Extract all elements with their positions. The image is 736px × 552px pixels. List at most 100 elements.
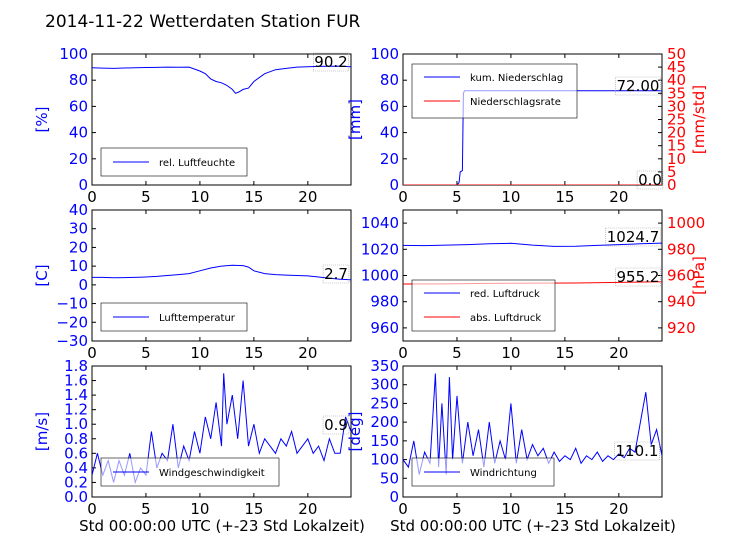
humidity-legend-label: rel. Luftfeuchte	[159, 158, 235, 169]
pressure-value-annotation: 1024.7	[607, 228, 660, 246]
pressure-y-tick-label: 1040	[361, 214, 399, 232]
pressure-x-tick-label: 5	[452, 344, 462, 362]
temp-annotation-box	[322, 264, 350, 284]
wind-y-tick-label: 0.2	[64, 473, 88, 491]
precip-y2-tick-label: 35	[667, 84, 686, 102]
pressure-legend-label: abs. Luftdruck	[470, 313, 541, 324]
precip-y-axis-label: [mm]	[346, 99, 364, 140]
precip-y2-axis-label: [mm/std]	[690, 85, 708, 154]
temp-series-lufttemperatur	[92, 264, 351, 281]
precip-y-tick-label: 40	[380, 124, 399, 142]
humidity-y-axis-label: [%]	[33, 107, 51, 133]
winddir-x-tick-label: 20	[609, 500, 628, 518]
pressure-y2-tick-label: 980	[667, 240, 696, 258]
temp-y-tick-label: −10	[56, 295, 88, 313]
precip-x-tick-label: 15	[555, 188, 574, 206]
humidity-y-tick-label: 20	[69, 150, 88, 168]
pressure-legend-label: red. Luftdruck	[470, 289, 540, 300]
precip-y2-tick-label: 40	[667, 71, 686, 89]
wind-y-tick-label: 1.2	[64, 401, 88, 419]
wind-x-tick-label: 0	[87, 500, 97, 518]
humidity-x-tick-label: 0	[87, 188, 97, 206]
pressure-y-tick-label: 1020	[361, 240, 399, 258]
precip-legend-label: kum. Niederschlag	[470, 73, 563, 84]
precip-value-annotation: 72.00	[617, 77, 660, 95]
humidity-y-tick-label: 100	[59, 45, 88, 63]
winddir-legend-label: Windrichtung	[470, 468, 537, 479]
humidity-y-tick-label: 0	[78, 176, 88, 194]
humidity-series-rel-luftfeuchte	[92, 65, 351, 94]
temp-x-tick-label: 5	[141, 344, 151, 362]
precip-y2-tick-label: 20	[667, 124, 686, 142]
precip-y-tick-label: 80	[380, 71, 399, 89]
winddir-y-tick-label: 0	[389, 488, 399, 506]
winddir-y-tick-label: 100	[370, 451, 399, 469]
humidity-annotation-box	[312, 52, 350, 72]
winddir-y-tick-label: 150	[370, 432, 399, 450]
pressure-y2-axis-label: [hPa]	[690, 256, 708, 295]
wind-value-annotation: 0.9	[324, 416, 348, 434]
temp-x-tick-label: 15	[244, 344, 263, 362]
winddir-y-tick-label: 50	[380, 469, 399, 487]
wind-y-tick-label: 1.6	[64, 372, 88, 390]
humidity-value-annotation: 90.2	[314, 53, 347, 71]
temp-y-tick-label: 20	[69, 238, 88, 256]
temp-legend-label: Lufttemperatur	[159, 313, 236, 324]
pressure-y2-tick-label: 1000	[667, 214, 705, 232]
wind-y-tick-label: 1.0	[64, 415, 88, 433]
wind-y-tick-label: 1.8	[64, 357, 88, 375]
wind-legend-label: Windgeschwindigkeit	[159, 468, 265, 479]
x-axis-label-right: Std 00:00:00 UTC (+-23 Std Lokalzeit)	[390, 517, 676, 535]
humidity-x-tick-label: 15	[244, 188, 263, 206]
pressure-annotation-box	[615, 267, 661, 287]
precip-legend-box	[411, 63, 578, 119]
winddir-annotation-box	[614, 441, 660, 461]
winddir-y-axis-label: [deg]	[346, 412, 364, 452]
wind-y-tick-label: 1.4	[64, 386, 88, 404]
precip-y-tick-label: 100	[370, 45, 399, 63]
pressure-value-annotation: 955.2	[617, 268, 660, 286]
pressure-series-red-luftdruck	[403, 242, 662, 247]
pressure-y-tick-label: 960	[370, 319, 399, 337]
temp-y-tick-label: 30	[69, 220, 88, 238]
pressure-legend-box	[411, 279, 556, 332]
precip-y-tick-label: 0	[389, 176, 399, 194]
precip-legend-label: Niederschlagsrate	[470, 97, 561, 108]
temp-y-tick-label: 40	[69, 201, 88, 219]
pressure-y2-tick-label: 960	[667, 267, 696, 285]
precip-y2-tick-label: 45	[667, 58, 686, 76]
pressure-y-tick-label: 980	[370, 293, 399, 311]
precip-y-tick-label: 60	[380, 97, 399, 115]
wind-y-axis-label: [m/s]	[33, 412, 51, 451]
wind-annotation-box	[322, 415, 350, 435]
pressure-y2-tick-label: 940	[667, 293, 696, 311]
winddir-x-tick-label: 15	[555, 500, 574, 518]
winddir-value-annotation: 110.1	[616, 442, 659, 460]
winddir-x-tick-label: 5	[452, 500, 462, 518]
temp-y-tick-label: −30	[56, 332, 88, 350]
humidity-x-tick-label: 5	[141, 188, 151, 206]
winddir-y-tick-label: 300	[370, 376, 399, 394]
wind-y-tick-label: 0.6	[64, 444, 88, 462]
precip-x-tick-label: 5	[452, 188, 462, 206]
wind-y-tick-label: 0.4	[64, 459, 88, 477]
temp-y-tick-label: 10	[69, 257, 88, 275]
precip-x-tick-label: 10	[501, 188, 520, 206]
x-axis-label-left: Std 00:00:00 UTC (+-23 Std Lokalzeit)	[79, 517, 365, 535]
winddir-y-tick-label: 350	[370, 357, 399, 375]
temp-y-axis-label: [C]	[33, 264, 51, 286]
wind-y-tick-label: 0.0	[64, 488, 88, 506]
temp-x-tick-label: 10	[190, 344, 209, 362]
humidity-x-tick-label: 10	[190, 188, 209, 206]
precip-y2-tick-label: 50	[667, 45, 686, 63]
precip-y-tick-label: 20	[380, 150, 399, 168]
temp-x-tick-label: 20	[298, 344, 317, 362]
winddir-x-tick-label: 10	[501, 500, 520, 518]
winddir-y-tick-label: 200	[370, 413, 399, 431]
temp-y-tick-label: −20	[56, 313, 88, 331]
temp-y-tick-label: 0	[78, 276, 88, 294]
precip-x-tick-label: 0	[398, 188, 408, 206]
humidity-y-tick-label: 40	[69, 124, 88, 142]
humidity-x-tick-label: 20	[298, 188, 317, 206]
